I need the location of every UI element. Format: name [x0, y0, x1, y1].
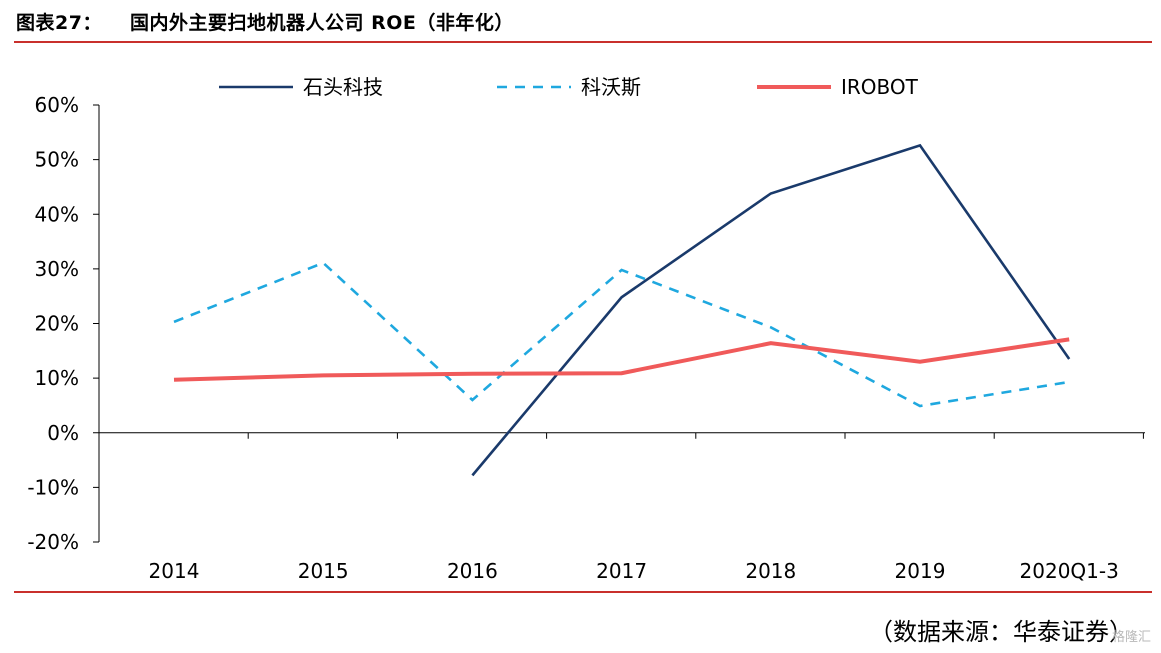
x-tick-label: 2016 [447, 559, 498, 583]
y-tick-label: -10% [27, 475, 79, 499]
roe-line-chart: 60% 50% 40% 30% 20% 10% 0% -10% -20% 2014 2015 2016… [27, 75, 1145, 583]
y-tick-label: 0% [47, 421, 79, 445]
bottom-rule [14, 591, 1152, 593]
x-tick-label: 2014 [149, 559, 200, 583]
x-tick-label: 2015 [298, 559, 349, 583]
y-tick-label: 20% [35, 312, 79, 336]
x-tick-label: 2018 [745, 559, 796, 583]
figure-label: 图表27： [16, 12, 102, 34]
series-line-1 [173, 261, 1070, 408]
series-line-0 [471, 143, 1071, 477]
series-line-2 [173, 337, 1070, 382]
x-tick-label: 2019 [895, 559, 946, 583]
y-tick-label: -20% [27, 530, 79, 554]
x-tick-label: 2017 [596, 559, 647, 583]
x-tick-label: 2020Q1-3 [1020, 559, 1119, 583]
y-tick-label: 50% [35, 148, 79, 172]
top-rule [14, 41, 1152, 43]
chart-title: 图表27： 国内外主要扫地机器人公司 ROE（非年化） [16, 8, 514, 35]
legend-label-0: 石头科技 [303, 75, 383, 99]
y-tick-label: 30% [35, 257, 79, 281]
data-source: （数据来源：华泰证券） [869, 618, 1133, 646]
watermark: 格隆汇 [1111, 630, 1151, 645]
legend-label-1: 科沃斯 [581, 75, 641, 99]
figure-title: 国内外主要扫地机器人公司 ROE（非年化） [129, 12, 514, 34]
y-tick-label: 60% [35, 93, 79, 117]
legend-label-2: IROBOT [841, 75, 919, 99]
y-tick-label: 10% [35, 366, 79, 390]
y-tick-label: 40% [35, 202, 79, 226]
